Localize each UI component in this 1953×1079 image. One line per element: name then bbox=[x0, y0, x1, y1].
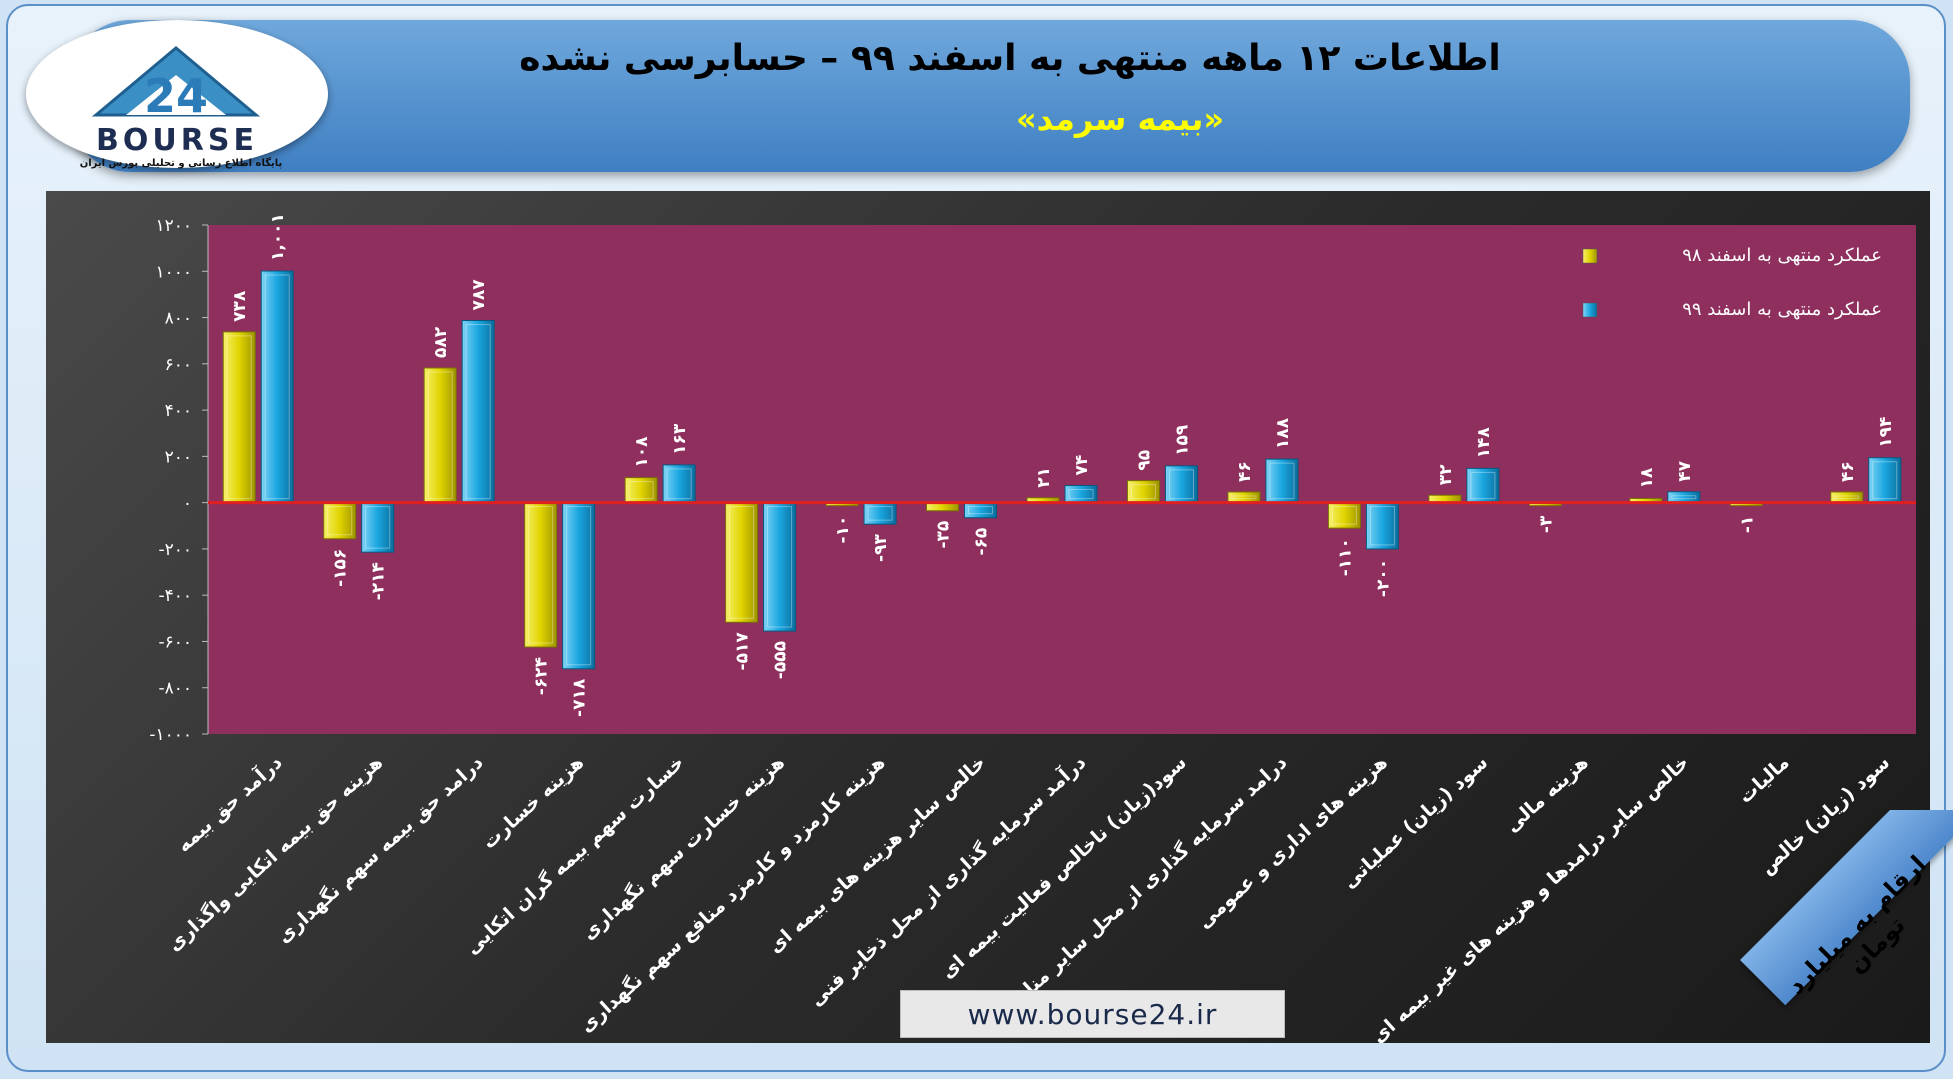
data-label: ۱۵۹ bbox=[1172, 424, 1192, 456]
bar-98 bbox=[1227, 491, 1261, 504]
bar-98 bbox=[222, 331, 256, 504]
bar-99 bbox=[1164, 465, 1198, 504]
bar-98 bbox=[725, 502, 759, 623]
data-label: -۱۱۰ bbox=[1335, 538, 1355, 576]
x-tick-label: خالص سایر هزینه های بیمه ای bbox=[764, 751, 990, 957]
data-label: -۱ bbox=[1737, 516, 1757, 533]
x-tick-label: هزینه های اداری و عمومی bbox=[1193, 751, 1391, 933]
y-tick-label: -۶۰۰ bbox=[158, 632, 192, 652]
bar-98 bbox=[1830, 491, 1864, 504]
data-label: -۵۱۷ bbox=[733, 632, 753, 671]
data-label: ۴۷ bbox=[1675, 460, 1695, 481]
y-tick-label: -۴۰۰ bbox=[158, 586, 192, 606]
data-label: -۱۰ bbox=[833, 516, 853, 544]
data-label: ۱۰۸ bbox=[632, 436, 652, 468]
bar-99 bbox=[863, 502, 897, 525]
bar-99 bbox=[361, 502, 395, 553]
x-tick-label: هزینه حق بیمه اتکایی واگذاری bbox=[163, 751, 387, 956]
x-tick-label: هزینه خسارت bbox=[478, 751, 588, 853]
y-axis: ۱۲۰۰ ۱۰۰۰ ۸۰۰ ۶۰۰ ۴۰۰ ۲۰۰ ۰ -۲۰۰ -۴۰۰ -۶۰۰ -۸۰۰ -۱۰… bbox=[149, 216, 209, 745]
data-label: ۴۶ bbox=[1235, 461, 1255, 482]
legend: عملکرد منتهی به اسفند ۹۸ عملکرد منتهی به… bbox=[1582, 245, 1882, 320]
page-subtitle: «بیمه سرمد» bbox=[1015, 100, 1225, 138]
website-url: www.bourse24.ir bbox=[900, 990, 1285, 1038]
bar-98 bbox=[323, 502, 357, 540]
data-label: ۱,۰۰۱ bbox=[268, 213, 288, 261]
data-label: ۱۹۴ bbox=[1876, 417, 1896, 448]
x-tick-label: هزینه مالی bbox=[1501, 751, 1592, 836]
logo-number: 24 bbox=[144, 69, 208, 123]
legend-swatch-98 bbox=[1582, 248, 1598, 264]
bar-98 bbox=[1126, 480, 1160, 504]
logo-mark-icon: 24 BOURSE bbox=[91, 46, 261, 158]
y-tick-label: ۲۰۰ bbox=[165, 447, 192, 467]
logo: 24 BOURSE پایگاه اطلاع رسانی و تحلیلی بو… bbox=[26, 20, 328, 169]
y-tick-label: -۸۰۰ bbox=[158, 679, 192, 699]
data-label: -۲۰۰ bbox=[1373, 559, 1393, 597]
bar-99 bbox=[1064, 485, 1098, 504]
y-tick-label: ۱۲۰۰ bbox=[155, 216, 192, 236]
legend-swatch-99 bbox=[1582, 302, 1598, 318]
data-label: ۷۳۸ bbox=[230, 290, 250, 322]
y-tick-label: -۲۰۰ bbox=[158, 540, 192, 560]
bar-99 bbox=[260, 270, 294, 504]
bar-99 bbox=[1868, 457, 1902, 504]
bar-99 bbox=[763, 502, 797, 632]
bars bbox=[222, 270, 1902, 670]
data-label: -۳۵ bbox=[934, 521, 954, 549]
bar-labels: ۷۳۸ ۱,۰۰۱ -۱۵۶ -۲۱۴ ۵۸۲ ۷۸۷ -۶۲۴ -۷۱۸ ۱۰۸ ۱۶۳ -۵۱۷… bbox=[230, 213, 1896, 717]
y-tick-label: ۶۰۰ bbox=[165, 355, 192, 375]
data-label: -۹۳ bbox=[871, 534, 891, 562]
bar-98 bbox=[624, 477, 658, 504]
bar-99 bbox=[461, 320, 495, 504]
data-label: -۵۵۵ bbox=[771, 641, 791, 679]
header-banner bbox=[70, 20, 1910, 172]
legend-label-98: عملکرد منتهی به اسفند ۹۸ bbox=[1682, 245, 1882, 266]
bar-98 bbox=[423, 367, 457, 504]
data-label: -۷۱۸ bbox=[570, 678, 590, 717]
x-tick-label: مالیات bbox=[1734, 751, 1793, 808]
x-tick-label: درآمد حق بیمه bbox=[172, 750, 287, 857]
bar-99 bbox=[1466, 467, 1500, 504]
data-label: ۲۱ bbox=[1034, 467, 1054, 488]
x-tick-label: هزینه خسارت سهم نگهداری bbox=[577, 751, 789, 945]
data-label: ۷۸۷ bbox=[469, 279, 489, 311]
y-tick-label: ۸۰۰ bbox=[165, 309, 192, 329]
data-label: ۴۶ bbox=[1838, 461, 1858, 482]
data-label: ۱۶۳ bbox=[670, 423, 690, 455]
y-tick-label: ۱۰۰۰ bbox=[155, 262, 192, 282]
bar-chart: ۱۲۰۰ ۱۰۰۰ ۸۰۰ ۶۰۰ ۴۰۰ ۲۰۰ ۰ -۲۰۰ -۴۰۰ -۶۰۰ -۸۰۰ -۱۰… bbox=[149, 213, 1916, 1043]
bar-98 bbox=[524, 502, 558, 648]
bar-98 bbox=[1327, 502, 1361, 529]
x-tick-label: درامد حق بیمه سهم نگهداری bbox=[272, 750, 488, 947]
data-label: -۱۵۶ bbox=[331, 549, 351, 587]
bar-99 bbox=[662, 464, 696, 504]
data-label: -۲۱۴ bbox=[369, 562, 389, 600]
data-label: ۱۴۸ bbox=[1474, 427, 1494, 459]
data-label: ۹۵ bbox=[1134, 450, 1154, 471]
x-tick-label: خسارت سهم بیمه گران اتکایی bbox=[461, 751, 689, 959]
page-title: اطلاعات ۱۲ ماهه منتهی به اسفند ۹۹ – حساب… bbox=[519, 38, 1501, 79]
data-label: ۵۸۲ bbox=[431, 326, 451, 358]
bar-99 bbox=[1667, 491, 1701, 504]
bar-99 bbox=[964, 502, 998, 519]
bar-99 bbox=[1265, 458, 1299, 504]
data-label: ۱۸ bbox=[1637, 467, 1657, 488]
logo-text: BOURSE bbox=[96, 123, 258, 158]
data-label: ۱۸۸ bbox=[1273, 417, 1293, 449]
data-label: ۳۲ bbox=[1436, 464, 1456, 485]
bar-99 bbox=[1365, 502, 1399, 550]
data-label: -۳ bbox=[1536, 515, 1556, 533]
y-tick-label: ۰ bbox=[183, 494, 192, 514]
data-label: ۷۴ bbox=[1072, 455, 1092, 476]
legend-label-99: عملکرد منتهی به اسفند ۹۹ bbox=[1682, 299, 1882, 320]
logo-tagline: پایگاه اطلاع رسانی و تحلیلی بورس ایران bbox=[79, 158, 283, 169]
y-tick-label: -۱۰۰۰ bbox=[149, 725, 192, 745]
y-tick-label: ۴۰۰ bbox=[165, 401, 192, 421]
data-label: -۶۵ bbox=[972, 528, 992, 556]
chart-panel: ۱۲۰۰ ۱۰۰۰ ۸۰۰ ۶۰۰ ۴۰۰ ۲۰۰ ۰ -۲۰۰ -۴۰۰ -۶۰۰ -۸۰۰ -۱۰… bbox=[46, 191, 1930, 1043]
bar-99 bbox=[562, 502, 596, 670]
data-label: -۶۲۴ bbox=[532, 657, 552, 695]
